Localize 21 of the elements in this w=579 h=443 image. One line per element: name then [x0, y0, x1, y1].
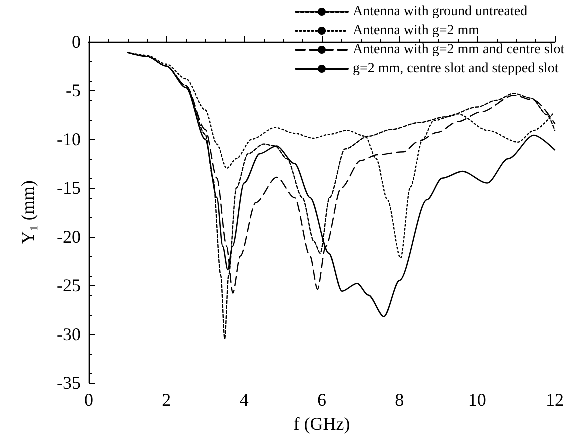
- x-tick-label: 12: [546, 390, 564, 410]
- y-tick-label: -35: [57, 373, 81, 393]
- y-tick-label: -25: [57, 276, 81, 296]
- y-tick-label: -10: [57, 129, 81, 150]
- legend-label: Antenna with ground untreated: [353, 4, 528, 20]
- legend-label: Antenna with g=2 mm: [353, 24, 480, 38]
- y-tick-label: 0: [72, 32, 81, 52]
- x-tick-label: 0: [84, 390, 94, 410]
- y-tick-label: -20: [57, 226, 81, 247]
- x-axis-title: f (GHz): [294, 414, 350, 434]
- x-tick-label: 6: [318, 390, 326, 410]
- y-tick-label: -5: [66, 80, 81, 101]
- y-tick-label: -15: [57, 178, 81, 198]
- legend-label: Antenna with g=2 mm and centre slot: [353, 42, 565, 58]
- x-tick-label: 10: [468, 390, 486, 410]
- x-tick-label: 2: [162, 390, 172, 410]
- x-tick-label: 4: [240, 390, 249, 410]
- y-axis-title: Y₁ (mm): [18, 180, 38, 244]
- legend-label: g=2 mm, centre slot and stepped slot: [353, 62, 559, 76]
- x-tick-label: 8: [395, 390, 404, 410]
- y-tick-label: -30: [57, 324, 81, 344]
